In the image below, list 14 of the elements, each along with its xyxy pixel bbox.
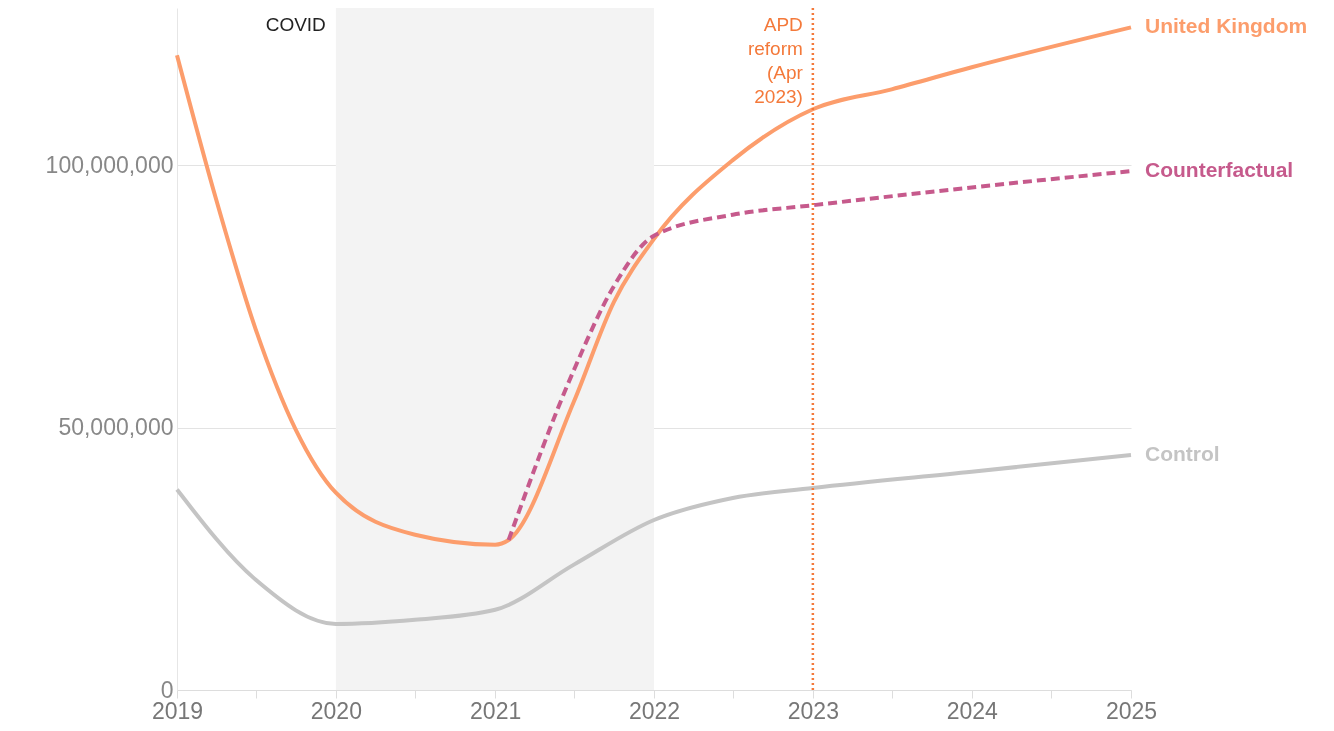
- x-tick-label: 2025: [1105, 697, 1158, 724]
- line-series: [175, 452, 1133, 626]
- y-tick-label: 100,000,000: [45, 151, 174, 178]
- x-tick-label: 2024: [946, 697, 998, 724]
- x-tick-label: 2023: [787, 697, 839, 724]
- series-label: Counterfactual: [1145, 158, 1294, 182]
- band-label: COVID: [265, 14, 326, 35]
- series-label: United Kingdom: [1145, 14, 1308, 38]
- y-tick-label: 50,000,000: [58, 414, 174, 441]
- ref-line-label: APD reform (Apr 2023): [747, 14, 804, 107]
- x-tick-label: 2020: [310, 697, 362, 724]
- x-tick-label: 2022: [628, 697, 681, 724]
- x-tick-label: 2021: [470, 697, 522, 724]
- series-label: Control: [1145, 441, 1220, 465]
